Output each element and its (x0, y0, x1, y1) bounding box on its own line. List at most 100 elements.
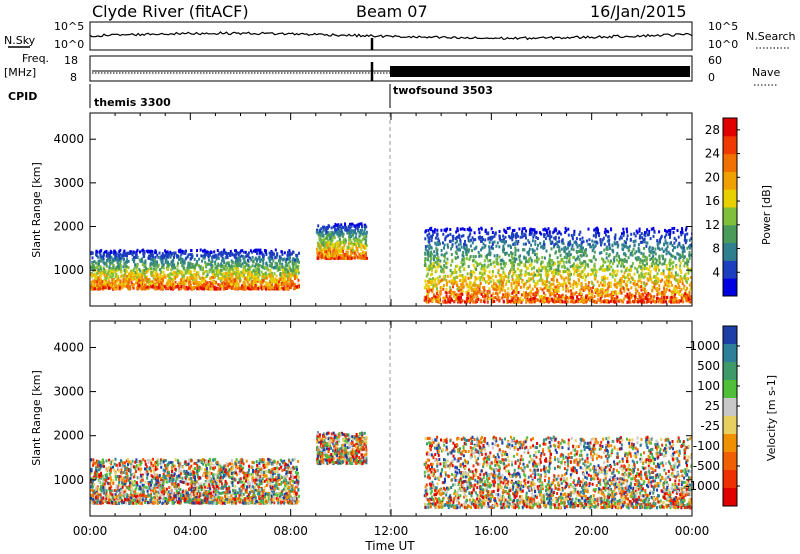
scatter-cell (174, 280, 177, 284)
scatter-cell (210, 260, 213, 264)
scatter-cell (622, 227, 625, 231)
scatter-cell (237, 286, 239, 290)
scatter-cell (521, 230, 524, 234)
scatter-cell (641, 240, 644, 244)
scatter-cell (567, 268, 570, 272)
scatter-cell (525, 293, 528, 297)
scatter-cell (232, 278, 235, 282)
scatter-cell (682, 300, 685, 304)
scatter-cell (474, 292, 477, 296)
scatter-cell (163, 274, 166, 278)
scatter-cell (168, 252, 171, 256)
scatter-cell (141, 249, 144, 253)
scatter-cell (493, 288, 496, 291)
scatter-cell (651, 255, 654, 259)
scatter-cell (527, 298, 530, 302)
scatter-cell (430, 252, 433, 256)
scatter-cell (622, 244, 625, 247)
scatter-cell (430, 266, 433, 270)
scatter-cell (444, 274, 447, 278)
scatter-cell (199, 267, 202, 271)
noise-tick-right-top: 10^5 (708, 20, 738, 33)
scatter-cell (427, 228, 430, 232)
scatter-cell (585, 239, 588, 243)
scatter-cell (365, 232, 368, 236)
scatter-cell (580, 296, 583, 300)
scatter-cell (529, 256, 532, 260)
scatter-cell (99, 265, 102, 269)
scatter-cell (271, 262, 273, 266)
scatter-cell (324, 236, 327, 240)
scatter-cell (275, 283, 278, 287)
scatter-cell (157, 279, 159, 283)
scatter-cell (603, 248, 606, 252)
scatter-cell (551, 259, 554, 263)
scatter-cell (494, 296, 497, 300)
scatter-cell (566, 254, 569, 258)
scatter-cell (459, 239, 462, 243)
scatter-cell (269, 258, 272, 261)
scatter-cell (656, 239, 659, 243)
scatter-cell (688, 253, 691, 257)
scatter-cell (346, 231, 349, 235)
scatter-cell (261, 252, 264, 256)
scatter-cell (645, 244, 648, 248)
scatter-cell (454, 241, 457, 245)
scatter-cell (628, 293, 631, 297)
scatter-cell (490, 294, 493, 298)
scatter-cell (450, 281, 453, 285)
scatter-cell (275, 278, 278, 282)
scatter-cell (583, 266, 586, 270)
scatter-cell (449, 232, 452, 236)
scatter-cell (185, 285, 188, 289)
scatter-cell (508, 253, 510, 257)
scatter-cell (486, 265, 489, 269)
scatter-cell (222, 280, 225, 284)
scatter-cell (120, 264, 122, 268)
scatter-cell (114, 271, 117, 274)
scatter-cell (576, 251, 579, 255)
scatter-cell (192, 272, 195, 276)
scatter-cell (640, 293, 643, 296)
scatter-cell (582, 300, 584, 304)
scatter-cell (241, 249, 244, 253)
nave-tick-bottom: 0 (708, 71, 715, 84)
scatter-cell (529, 289, 532, 293)
scatter-cell (515, 240, 518, 243)
scatter-cell (603, 230, 606, 234)
scatter-cell (173, 282, 176, 286)
scatter-cell (664, 275, 667, 279)
scatter-cell (162, 263, 165, 267)
scatter-cell (443, 255, 446, 259)
scatter-cell (467, 265, 470, 268)
scatter-cell (570, 247, 573, 251)
scatter-cell (568, 253, 571, 257)
scatter-cell (564, 297, 567, 301)
scatter-cell (473, 281, 476, 285)
scatter-cell (687, 260, 690, 263)
scatter-cell (636, 231, 639, 235)
scatter-cell (109, 286, 112, 289)
scatter-cell (510, 284, 513, 288)
scatter-cell (685, 293, 688, 297)
scatter-cell (508, 226, 511, 230)
scatter-cell (232, 272, 235, 275)
scatter-cell (543, 296, 546, 300)
scatter-cell (115, 253, 118, 257)
scatter-cell (248, 274, 251, 278)
scatter-cell (461, 289, 464, 293)
scatter-cell (568, 244, 571, 248)
scatter-cell (656, 272, 659, 276)
scatter-cell (588, 243, 591, 247)
scatter-cell (622, 286, 625, 290)
scatter-cell (589, 295, 592, 299)
scatter-cell (221, 277, 224, 281)
scatter-cell (249, 287, 252, 291)
scatter-cell (230, 264, 233, 268)
scatter-cell (95, 254, 98, 258)
scatter-cell (562, 282, 565, 286)
scatter-cell (688, 251, 691, 254)
scatter-cell (365, 235, 368, 239)
scatter-cell (452, 281, 455, 285)
scatter-cell (126, 265, 128, 269)
